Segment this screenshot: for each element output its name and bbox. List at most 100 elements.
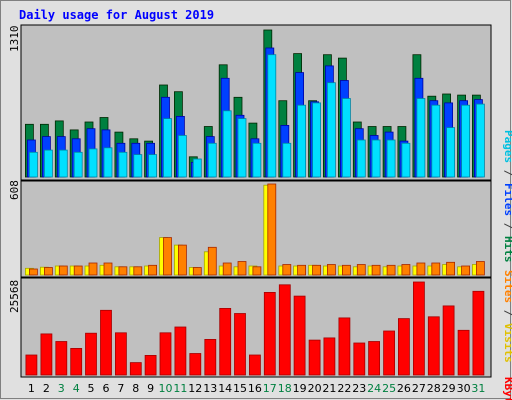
x-label-day-15: 15 xyxy=(233,382,247,395)
bottom-kbytes-bar-day-12 xyxy=(189,353,202,376)
legend-pages: Pages xyxy=(502,130,512,163)
bottom-kbytes-bar-day-23 xyxy=(353,342,366,376)
bottom-kbytes-bar-day-10 xyxy=(159,332,172,376)
middle-sites-bar-day-21 xyxy=(326,264,336,276)
x-label-day-26: 26 xyxy=(397,382,411,395)
top-pages-bar-day-20 xyxy=(312,102,322,178)
middle-sites-bar-day-31 xyxy=(475,261,485,276)
top-pages-bar-day-2 xyxy=(44,149,53,178)
bottom-kbytes-bar-day-7 xyxy=(115,332,127,376)
bottom-kbytes-bar-day-27 xyxy=(412,281,425,376)
middle-sites-bar-day-4 xyxy=(73,265,83,276)
legend-kbytes: KBytes xyxy=(502,377,512,400)
ymax-bottom: 25568 xyxy=(8,280,21,313)
x-label-day-1: 1 xyxy=(28,382,35,395)
bottom-kbytes-bar-day-24 xyxy=(368,341,381,376)
bottom-kbytes-bar-day-8 xyxy=(129,362,142,376)
legend-visits: Visits xyxy=(502,323,512,363)
bottom-kbytes-bar-day-31 xyxy=(472,290,485,376)
panel-middle xyxy=(20,180,492,278)
middle-sites-bar-day-22 xyxy=(341,264,351,276)
x-label-day-10: 10 xyxy=(159,382,173,395)
legend-top: Pages / Files / Hits xyxy=(502,130,512,263)
top-pages-bar-day-17 xyxy=(267,54,277,178)
middle-sites-bar-day-6 xyxy=(103,262,113,276)
x-axis-labels: 1 2 3 4 5 6 7 8 9 10 11 12 13 14 15 16 17 18 19 20 21 22 23 24 2… xyxy=(28,382,485,395)
x-label-day-7: 7 xyxy=(117,382,124,395)
bottom-kbytes-bar-day-2 xyxy=(40,333,53,376)
bottom-kbytes-bar-day-3 xyxy=(55,341,68,376)
x-label-day-16: 16 xyxy=(248,382,262,395)
x-label-day-8: 8 xyxy=(132,382,139,395)
bottom-kbytes-bar-day-28 xyxy=(427,316,440,376)
middle-sites-bar-day-18 xyxy=(282,264,292,276)
x-label-day-3: 3 xyxy=(58,382,65,395)
top-pages-bar-day-25 xyxy=(386,139,396,178)
x-label-day-23: 23 xyxy=(352,382,366,395)
top-pages-bar-day-15 xyxy=(237,118,247,178)
middle-sites-bar-day-9 xyxy=(148,264,158,276)
chart-title: Daily usage for August 2019 xyxy=(19,8,214,22)
x-label-day-25: 25 xyxy=(382,382,396,395)
x-label-day-2: 2 xyxy=(43,382,50,395)
x-label-day-13: 13 xyxy=(203,382,217,395)
top-pages-bar-day-19 xyxy=(297,104,307,178)
top-pages-bar-day-3 xyxy=(58,149,68,178)
bottom-kbytes-bar-day-11 xyxy=(174,326,187,376)
bottom-kbytes-bar-day-26 xyxy=(397,318,410,376)
top-pages-bar-day-13 xyxy=(207,142,217,178)
bottom-kbytes-bar-day-20 xyxy=(308,339,321,376)
bottom-kbytes-bar-day-22 xyxy=(338,317,351,376)
bottom-kbytes-bar-day-1 xyxy=(25,354,38,376)
middle-sites-bar-day-23 xyxy=(356,264,366,276)
legend-middle: Sites / Visits xyxy=(502,270,512,363)
x-label-day-18: 18 xyxy=(278,382,292,395)
x-label-day-28: 28 xyxy=(427,382,441,395)
bottom-kbytes-bar-day-29 xyxy=(442,305,455,376)
top-pages-bar-day-7 xyxy=(118,151,128,178)
x-label-day-30: 30 xyxy=(457,382,471,395)
middle-sites-bar-day-20 xyxy=(312,264,322,276)
top-pages-bar-day-31 xyxy=(475,103,485,178)
top-pages-bar-day-6 xyxy=(103,147,113,178)
top-pages-bar-day-24 xyxy=(371,139,381,178)
top-pages-bar-day-30 xyxy=(461,104,471,178)
middle-sites-bar-day-3 xyxy=(58,265,68,276)
bottom-kbytes-bar-day-5 xyxy=(85,332,97,376)
x-label-day-6: 6 xyxy=(103,382,110,395)
x-label-day-17: 17 xyxy=(263,382,277,395)
bottom-kbytes-bar-day-30 xyxy=(457,329,470,376)
middle-sites-bar-day-14 xyxy=(222,262,232,276)
x-label-day-21: 21 xyxy=(322,382,336,395)
bottom-kbytes-bar-day-4 xyxy=(70,347,83,376)
bottom-kbytes-bar-day-6 xyxy=(100,309,112,376)
x-label-day-4: 4 xyxy=(73,382,80,395)
top-pages-bar-day-29 xyxy=(446,127,456,178)
middle-sites-bar-day-30 xyxy=(461,265,471,276)
x-label-day-11: 11 xyxy=(173,382,187,395)
middle-sites-bar-day-10 xyxy=(163,237,172,276)
top-pages-bar-day-12 xyxy=(192,158,202,178)
middle-sites-bar-day-13 xyxy=(207,246,217,276)
middle-sites-bar-day-7 xyxy=(118,266,128,276)
top-pages-bar-day-4 xyxy=(73,151,83,178)
top-pages-bar-day-16 xyxy=(252,142,262,178)
middle-sites-bar-day-27 xyxy=(416,262,426,276)
bars-layer xyxy=(24,29,485,376)
x-label-day-5: 5 xyxy=(88,382,95,395)
middle-sites-bar-day-2 xyxy=(44,267,53,276)
middle-sites-bar-day-1 xyxy=(28,268,38,276)
x-label-day-24: 24 xyxy=(367,382,381,395)
bottom-kbytes-bar-day-21 xyxy=(323,337,336,376)
x-label-day-27: 27 xyxy=(412,382,426,395)
top-pages-bar-day-22 xyxy=(341,98,351,178)
middle-sites-bar-day-8 xyxy=(133,266,143,276)
x-label-day-12: 12 xyxy=(188,382,202,395)
top-pages-bar-day-8 xyxy=(133,154,143,178)
middle-sites-bar-day-24 xyxy=(371,264,381,276)
middle-sites-bar-day-28 xyxy=(431,262,441,276)
legend-sites: Sites xyxy=(502,270,512,303)
top-pages-bar-day-10 xyxy=(163,118,172,178)
bottom-kbytes-bar-day-18 xyxy=(278,284,291,376)
